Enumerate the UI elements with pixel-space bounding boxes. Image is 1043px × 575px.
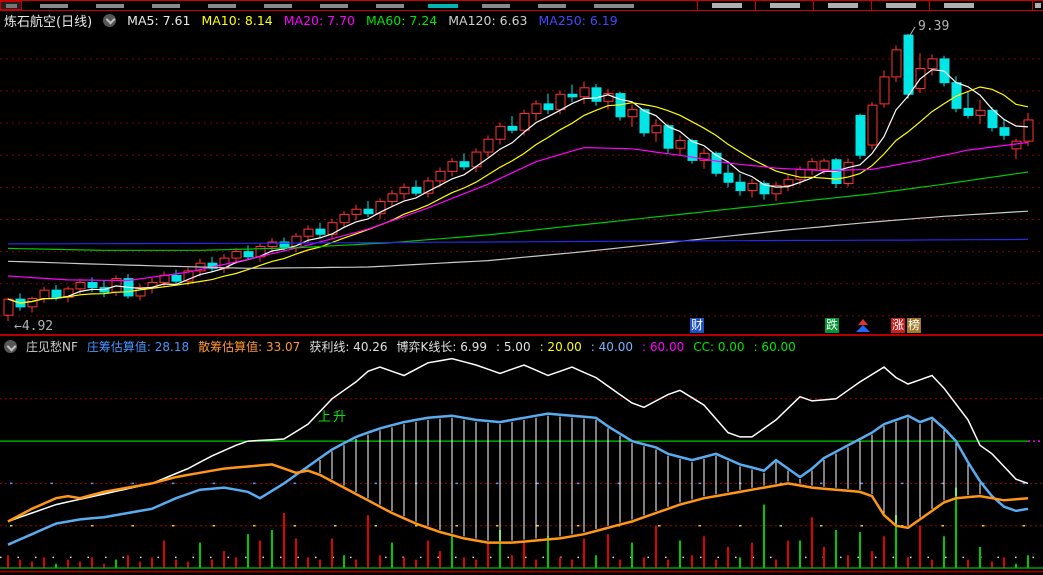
- ma250-value: MA250: 6.19: [538, 12, 618, 28]
- chevron-down-icon[interactable]: [4, 340, 17, 353]
- param-40: : 40.00: [590, 339, 634, 354]
- menu-cell[interactable]: [871, 1, 929, 11]
- ma10-value: MA10: 8.14: [201, 12, 273, 28]
- rise-badge[interactable]: 涨: [891, 318, 906, 333]
- indicator-chart[interactable]: [0, 356, 1043, 575]
- param-zhuchou: 庄筹估算值: 28.18: [86, 340, 190, 354]
- menu-item-fragment[interactable]: [482, 4, 510, 8]
- ma20-value: MA20: 7.70: [283, 12, 355, 28]
- param-60: : 60.00: [642, 339, 685, 354]
- menu-item-fragment[interactable]: [594, 4, 634, 8]
- chevron-down-icon[interactable]: [103, 13, 117, 27]
- param-cc60: : 60.00: [753, 339, 796, 354]
- menu-item-fragment[interactable]: [152, 4, 180, 8]
- menu-cell[interactable]: [929, 1, 987, 11]
- menu-item-fragment[interactable]: [320, 4, 348, 8]
- param-5: : 5.00: [496, 339, 531, 354]
- ma120-value: MA120: 6.63: [448, 12, 528, 28]
- param-huoli: 获利线: 40.26: [309, 340, 388, 354]
- ma5-value: MA5: 7.61: [127, 12, 191, 28]
- finance-badge[interactable]: 财: [690, 318, 705, 333]
- updown-arrows-icon[interactable]: [856, 319, 870, 332]
- panel-separator: [0, 334, 1043, 336]
- stock-title: 炼石航空(日线): [4, 14, 93, 30]
- candlestick-chart[interactable]: 9.39 ←4.92: [0, 0, 1043, 337]
- svg-text:9.39: 9.39: [918, 19, 949, 34]
- menu-item-fragment-active[interactable]: [428, 4, 458, 8]
- trend-label: 上升: [318, 410, 349, 425]
- indicator-title: 庄见愁NF: [26, 340, 78, 354]
- fall-badge[interactable]: 跌: [825, 318, 840, 333]
- menu-item-fragment[interactable]: [376, 4, 404, 8]
- menu-item-fragment[interactable]: [208, 4, 236, 8]
- param-sanchou: 散筹估算值: 33.07: [198, 340, 301, 354]
- svg-text:←4.92: ←4.92: [14, 319, 53, 334]
- menu-cell[interactable]: [697, 1, 755, 11]
- menu-item-fragment[interactable]: [96, 4, 124, 8]
- indicator-header: 庄见愁NF 庄筹估算值: 28.18 散筹估算值: 33.07 获利线: 40.…: [4, 338, 796, 355]
- menu-item-fragment[interactable]: [40, 4, 68, 8]
- menu-item-fragment[interactable]: [538, 4, 566, 8]
- ma60-value: MA60: 7.24: [366, 12, 438, 28]
- menu-cell[interactable]: [755, 1, 813, 11]
- menu-item-fragment[interactable]: [264, 4, 292, 8]
- menu-cell[interactable]: [813, 1, 871, 11]
- top-menu-bar: [0, 0, 1043, 11]
- menu-cell[interactable]: [1032, 1, 1042, 11]
- rank-badge[interactable]: 榜: [907, 318, 922, 333]
- param-boyi: 博弈K线长: 6.99: [396, 340, 487, 354]
- app-menu-icon[interactable]: [0, 1, 22, 10]
- param-20: : 20.00: [539, 339, 582, 354]
- price-chart-header: 炼石航空(日线) MA5: 7.61 MA10: 8.14 MA20: 7.70…: [4, 12, 618, 30]
- param-cc0: CC: 0.00: [693, 339, 745, 354]
